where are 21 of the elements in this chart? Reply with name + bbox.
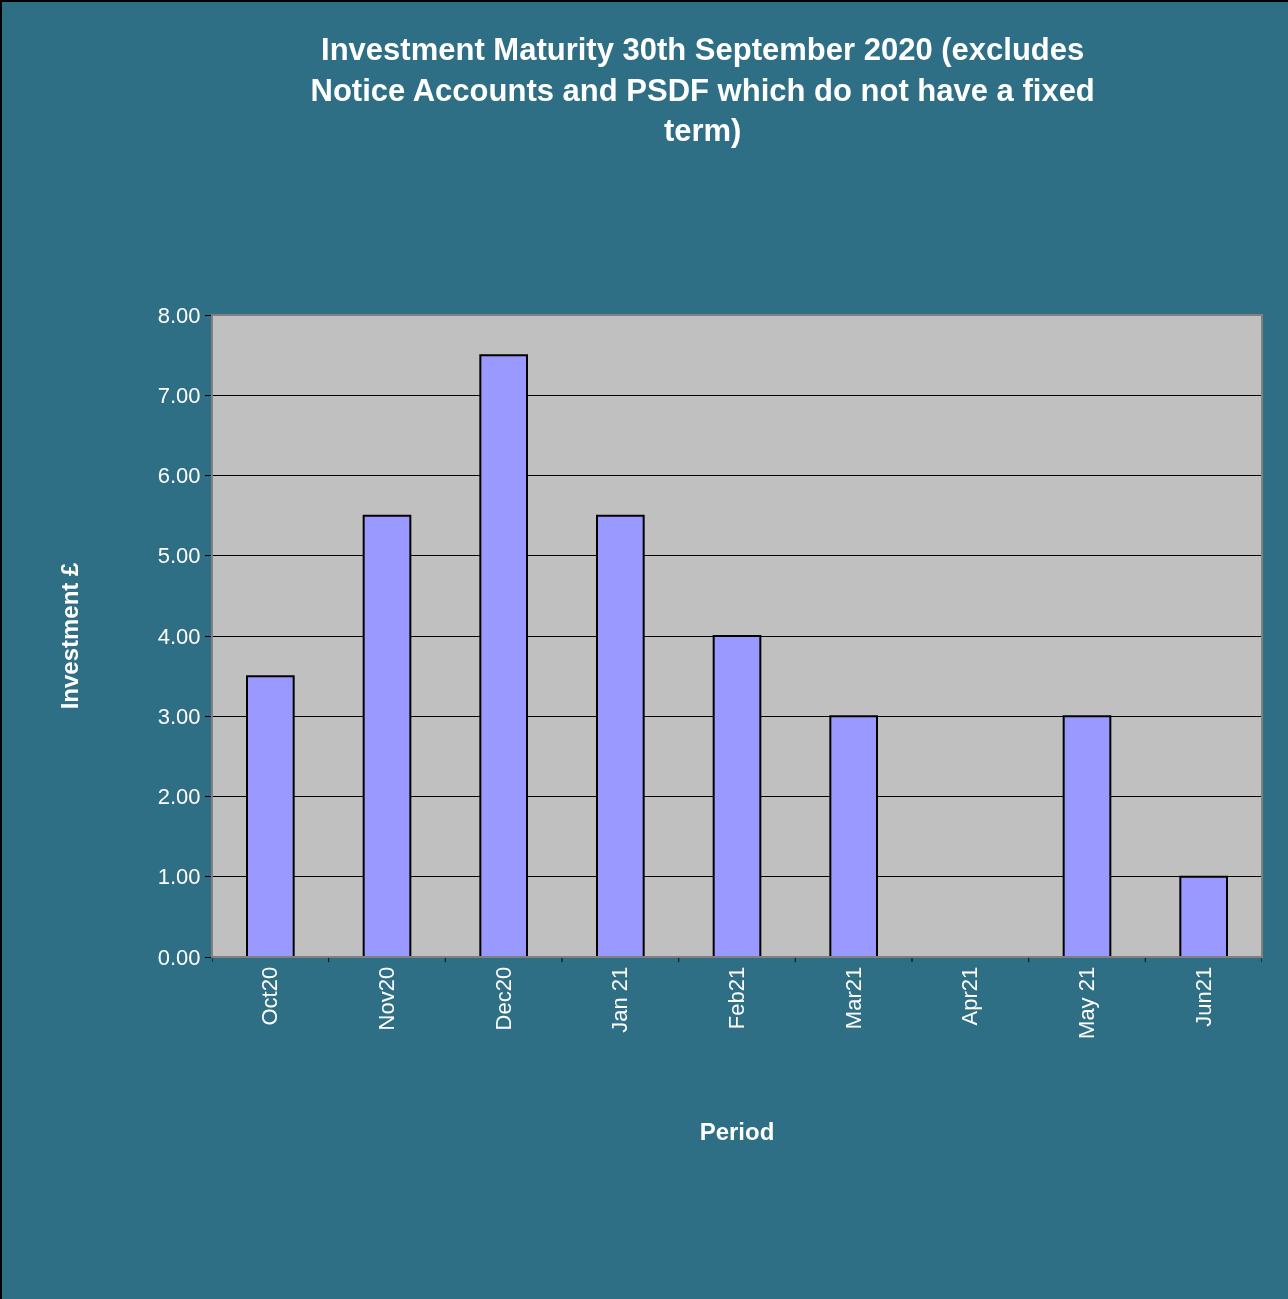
y-tick-label: 6.00: [157, 463, 201, 489]
y-tick-label: 5.00: [157, 543, 201, 569]
y-tick-label: 2.00: [157, 784, 201, 810]
x-tick-label: Jan 21: [607, 966, 633, 1033]
x-tick-label: Mar21: [840, 966, 866, 1030]
x-tick-label: Feb21: [724, 966, 750, 1030]
x-tick-label: Dec20: [490, 966, 516, 1031]
y-tick-label: 3.00: [157, 703, 201, 729]
x-tick-label: Oct20: [257, 966, 283, 1026]
x-tick-label: Nov20: [374, 966, 400, 1031]
y-tick-label: 0.00: [157, 944, 201, 970]
y-tick-label: 1.00: [157, 864, 201, 890]
y-axis-title: Investment £: [55, 561, 83, 710]
x-tick-label: Apr21: [957, 966, 983, 1026]
y-tick-label: 4.00: [157, 623, 201, 649]
y-tick-label: 8.00: [157, 302, 201, 328]
x-tick-label: Jun21: [1190, 966, 1216, 1027]
x-tick-label: May 21: [1074, 966, 1100, 1039]
x-axis-title: Period: [699, 1118, 775, 1146]
y-tick-label: 7.00: [157, 382, 201, 408]
chart-title: Investment Maturity 30th September 2020 (excludes Notice Accounts and PSDF which do not have a fixed term): [310, 32, 1095, 149]
